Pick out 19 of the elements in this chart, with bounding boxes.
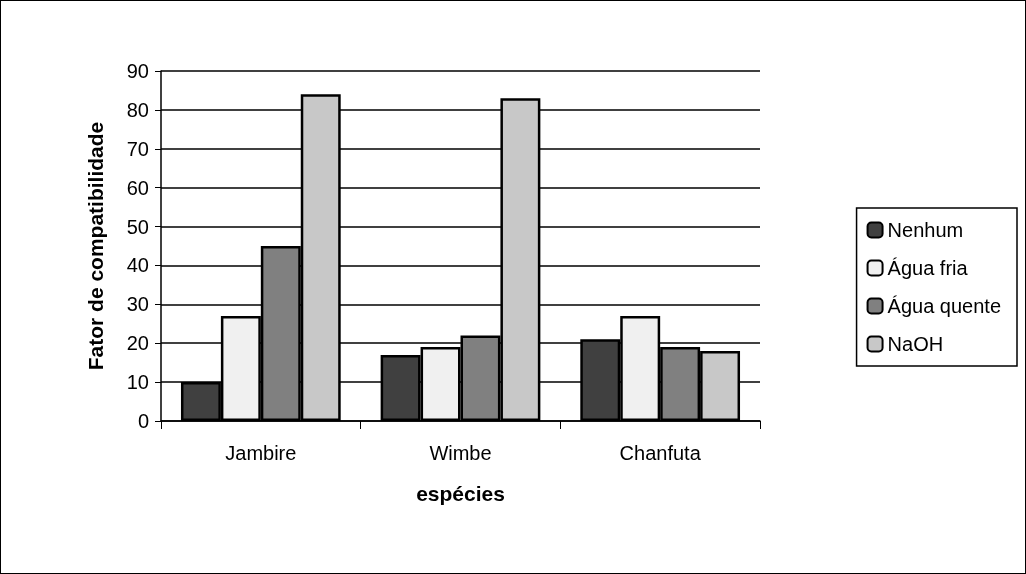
legend-label: Água fria [887,257,969,279]
y-tick-label: 70 [126,137,149,160]
legend-label: NaOH [887,333,944,355]
x-tick-label: Jambire [225,442,297,464]
y-tick-label: 30 [126,293,149,316]
y-tick-label: 40 [126,254,149,277]
legend-label: Água quente [887,295,1001,317]
y-tick-label: 20 [126,332,149,355]
x-axis-title: espécies [416,482,505,505]
y-tick-label: 90 [126,60,149,82]
legend-label: Nenhum [887,219,964,241]
y-tick-label: 60 [126,176,149,199]
x-tick-label: Wimbe [429,442,492,464]
y-tick-label: 50 [126,215,149,238]
y-axis-title: Fator de compatibilidade [84,121,107,371]
y-tick-label: 10 [126,371,149,394]
y-tick-label: 0 [137,410,149,432]
x-tick-label: Chanfuta [619,442,702,464]
y-tick-label: 80 [126,98,149,121]
